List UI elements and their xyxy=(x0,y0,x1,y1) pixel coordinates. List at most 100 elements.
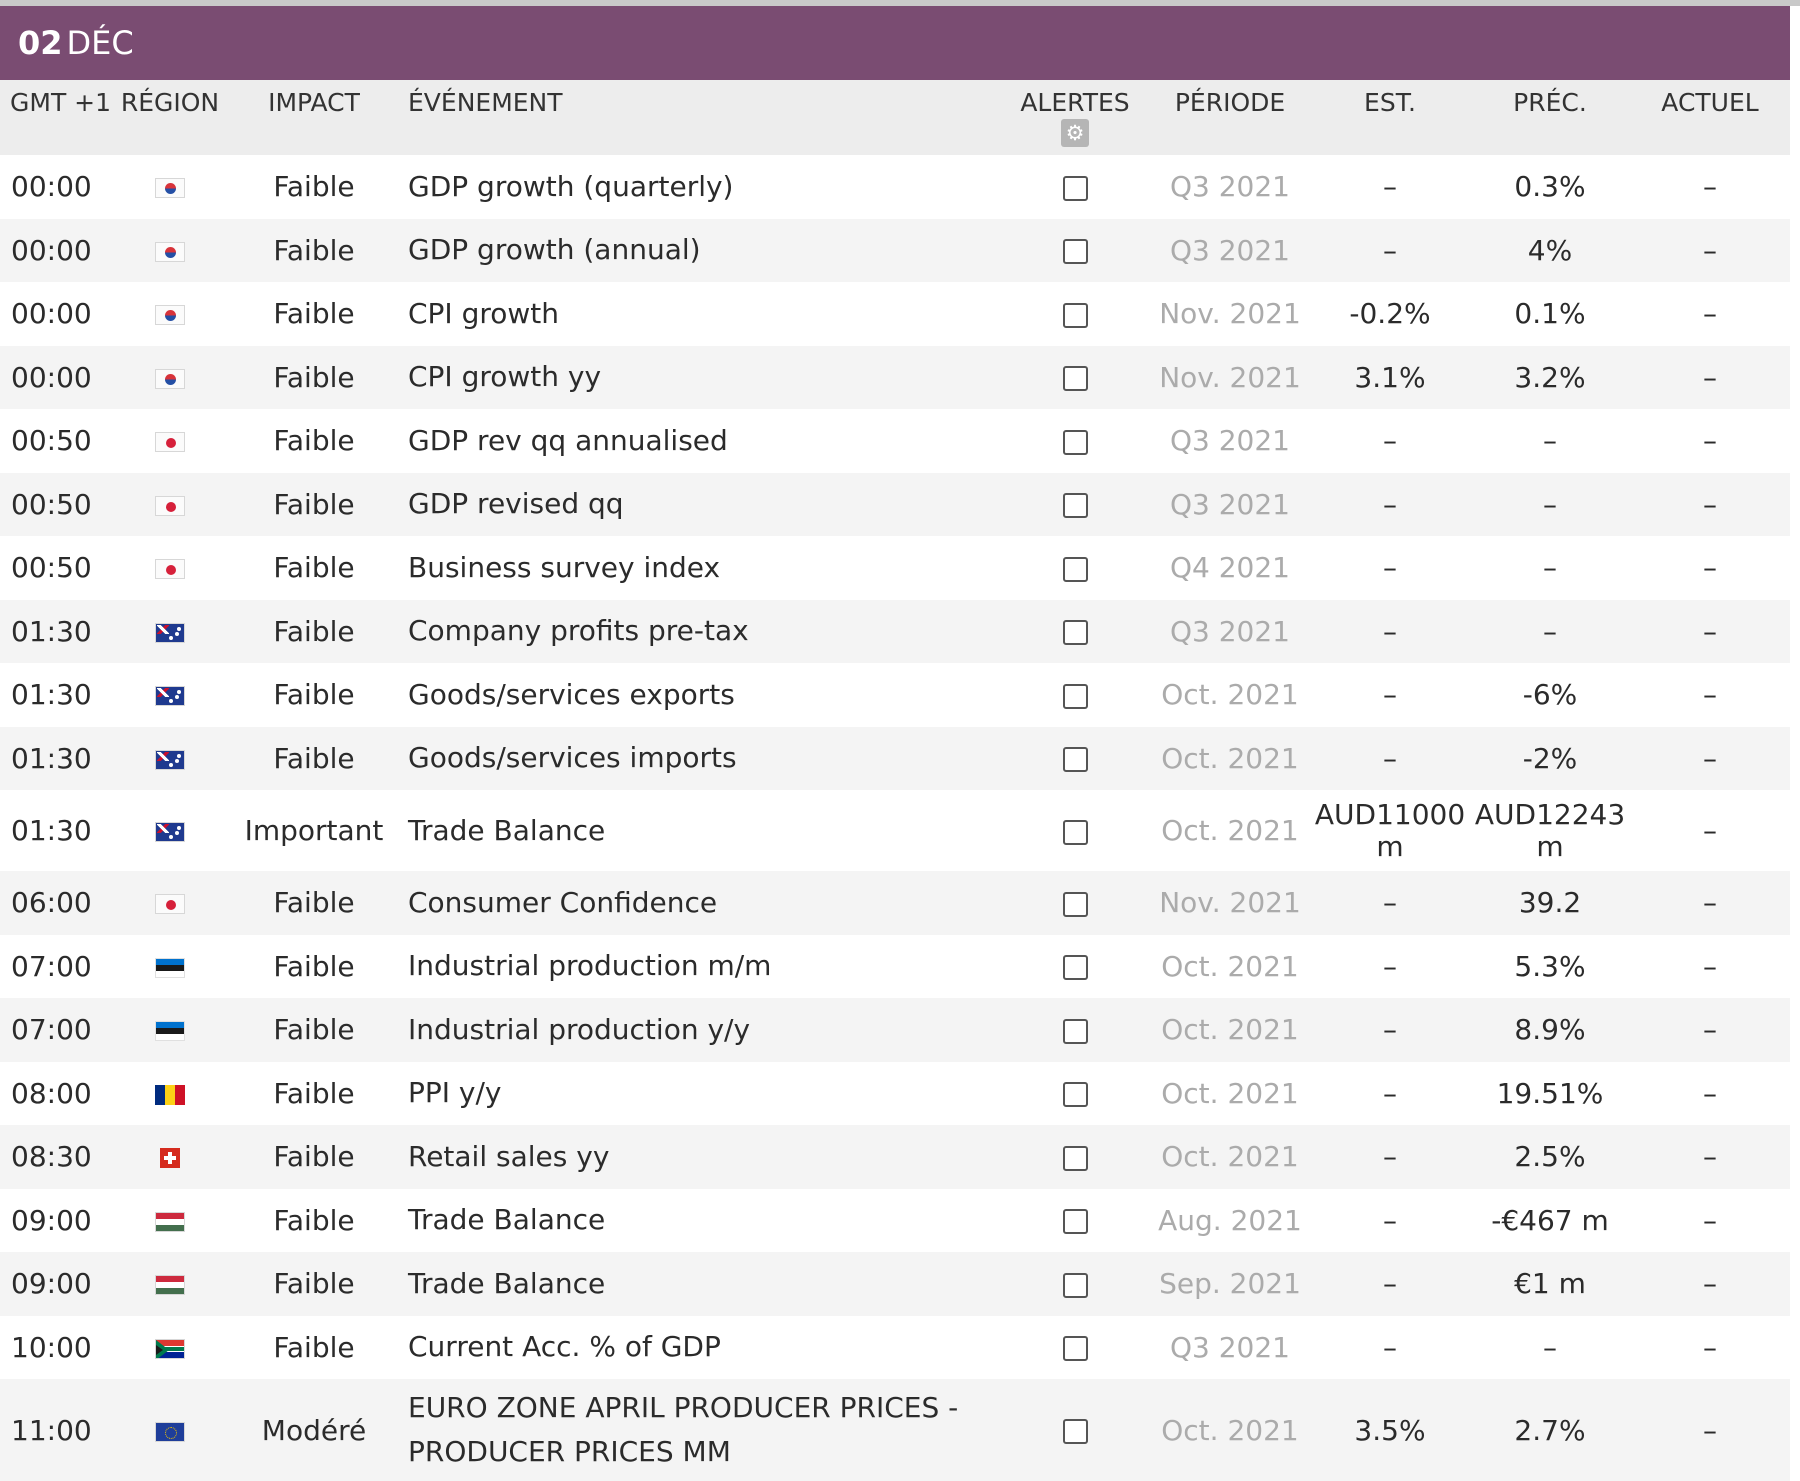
table-row[interactable]: 01:30 Important Trade Balance Oct. 2021 AUD1… xyxy=(0,790,1790,871)
actual-value: – xyxy=(1703,949,1717,983)
region-cell xyxy=(110,346,230,410)
alert-cell xyxy=(1000,346,1150,410)
alert-checkbox[interactable] xyxy=(1062,429,1088,455)
event-time: 00:50 xyxy=(11,551,92,585)
region-cell xyxy=(110,1252,230,1316)
alert-checkbox[interactable] xyxy=(1062,891,1088,917)
table-row[interactable]: 00:50 Faible GDP rev qq annualised Q3 2021 –… xyxy=(0,409,1790,473)
event-time: 09:00 xyxy=(11,1203,92,1237)
table-row[interactable]: 09:00 Faible Trade Balance Aug. 2021 – -€467 … xyxy=(0,1188,1790,1252)
impact-level: Faible xyxy=(273,1076,355,1110)
event-period: Oct. 2021 xyxy=(1161,1413,1299,1447)
event-name: CPI growth xyxy=(408,296,560,330)
table-row[interactable]: 10:00 Faible Current Acc. % of GDP Q3 2021 –… xyxy=(0,1315,1790,1380)
alert-checkbox[interactable] xyxy=(1062,955,1088,981)
table-row[interactable]: 08:30 Faible Retail sales yy Oct. 2021 – 2.5%… xyxy=(0,1125,1790,1189)
table-row[interactable]: 00:00 Faible GDP growth (quarterly) Q3 2021… xyxy=(0,155,1790,219)
alert-checkbox[interactable] xyxy=(1062,1336,1088,1362)
table-row[interactable]: 11:00 Modéré EURO ZONE APRIL PRODUCER PRIC… xyxy=(0,1379,1790,1481)
table-row[interactable]: 09:00 Faible Trade Balance Sep. 2021 – €1 m – xyxy=(0,1252,1790,1316)
estimate-value: – xyxy=(1383,424,1397,458)
previous-value: 8.9% xyxy=(1514,1013,1586,1047)
previous-value: – xyxy=(1543,551,1557,585)
previous-value: 0.3% xyxy=(1514,170,1586,204)
table-row[interactable]: 01:30 Faible Goods/services exports Oct. 20… xyxy=(0,663,1790,727)
actual-value: – xyxy=(1703,297,1717,331)
actual-value: – xyxy=(1703,814,1717,847)
table-row[interactable]: 06:00 Faible Consumer Confidence Nov. 2021 –… xyxy=(0,871,1790,935)
alert-checkbox[interactable] xyxy=(1062,1082,1088,1108)
previous-value: – xyxy=(1543,1330,1557,1364)
event-name: GDP revised qq xyxy=(408,487,624,521)
alert-cell xyxy=(1000,727,1150,791)
flag-kr-icon xyxy=(155,241,185,262)
actual-value: – xyxy=(1703,551,1717,585)
table-row[interactable]: 08:00 Faible PPI y/y Oct. 2021 – 19.51% – xyxy=(0,1061,1790,1125)
actual-value: – xyxy=(1703,487,1717,521)
flag-kr-icon xyxy=(155,305,185,326)
alert-checkbox[interactable] xyxy=(1062,175,1088,201)
event-name: Industrial production y/y xyxy=(408,1012,751,1046)
alert-checkbox[interactable] xyxy=(1062,819,1088,845)
event-time: 07:00 xyxy=(11,949,92,983)
alert-checkbox[interactable] xyxy=(1062,556,1088,582)
alert-checkbox[interactable] xyxy=(1062,620,1088,646)
alert-cell xyxy=(1000,935,1150,999)
region-cell xyxy=(110,727,230,791)
event-name: GDP rev qq annualised xyxy=(408,423,728,457)
alert-cell xyxy=(1000,536,1150,600)
flag-eu-icon xyxy=(155,1421,185,1442)
impact-level: Faible xyxy=(273,1267,355,1301)
previous-value: €1 m xyxy=(1514,1267,1586,1301)
previous-value: 2.7% xyxy=(1514,1413,1586,1447)
estimate-value: – xyxy=(1383,949,1397,983)
previous-value: 3.2% xyxy=(1514,360,1586,394)
region-cell xyxy=(110,1316,230,1380)
estimate-value: – xyxy=(1383,886,1397,920)
previous-value: -6% xyxy=(1522,678,1578,712)
region-cell xyxy=(110,790,230,871)
event-name: Goods/services imports xyxy=(408,741,737,775)
table-row[interactable]: 07:00 Faible Industrial production m/m Oct.… xyxy=(0,934,1790,999)
alert-checkbox[interactable] xyxy=(1062,302,1088,328)
date-month: DÉC xyxy=(66,24,134,62)
previous-value: 19.51% xyxy=(1496,1076,1604,1110)
gear-icon[interactable]: ⚙ xyxy=(1061,119,1089,147)
col-alerts-label: ALERTES xyxy=(1020,88,1130,117)
actual-value: – xyxy=(1703,678,1717,712)
alert-checkbox[interactable] xyxy=(1062,1419,1088,1444)
alert-checkbox[interactable] xyxy=(1062,1018,1088,1044)
alert-checkbox[interactable] xyxy=(1062,1272,1088,1298)
alert-checkbox[interactable] xyxy=(1062,366,1088,392)
alert-checkbox[interactable] xyxy=(1062,1145,1088,1171)
region-cell xyxy=(110,409,230,473)
alert-checkbox[interactable] xyxy=(1062,239,1088,265)
previous-value: 0.1% xyxy=(1514,297,1586,331)
table-row[interactable]: 00:00 Faible CPI growth yy Nov. 2021 3.1% 3.2… xyxy=(0,345,1790,410)
alert-cell xyxy=(1000,600,1150,664)
table-row[interactable]: 00:50 Faible Business survey index Q4 2021 –… xyxy=(0,536,1790,600)
event-time: 00:50 xyxy=(11,424,92,458)
alert-checkbox[interactable] xyxy=(1062,747,1088,773)
table-row[interactable]: 00:50 Faible GDP revised qq Q3 2021 – – – xyxy=(0,472,1790,536)
event-time: 00:00 xyxy=(11,297,92,331)
event-time: 08:30 xyxy=(11,1140,92,1174)
event-time: 08:00 xyxy=(11,1076,92,1110)
event-time: 01:30 xyxy=(11,814,92,847)
alert-checkbox[interactable] xyxy=(1062,1209,1088,1235)
alert-checkbox[interactable] xyxy=(1062,683,1088,709)
impact-level: Faible xyxy=(273,551,355,585)
table-row[interactable]: 01:30 Faible Company profits pre-tax Q3 202… xyxy=(0,599,1790,664)
date-day: 02 xyxy=(18,24,63,62)
table-row[interactable]: 00:00 Faible CPI growth Nov. 2021 -0.2% 0.1% – xyxy=(0,282,1790,346)
estimate-value: – xyxy=(1383,1013,1397,1047)
impact-level: Faible xyxy=(273,360,355,394)
top-strip xyxy=(0,0,1800,6)
table-row[interactable]: 00:00 Faible GDP growth (annual) Q3 2021 – 4%… xyxy=(0,218,1790,282)
table-row[interactable]: 07:00 Faible Industrial production y/y Oct.… xyxy=(0,998,1790,1062)
estimate-value: -0.2% xyxy=(1349,297,1431,331)
alert-checkbox[interactable] xyxy=(1062,493,1088,519)
flag-ro-icon xyxy=(155,1084,185,1105)
estimate-value: – xyxy=(1383,170,1397,204)
table-row[interactable]: 01:30 Faible Goods/services imports Oct. 20… xyxy=(0,726,1790,791)
